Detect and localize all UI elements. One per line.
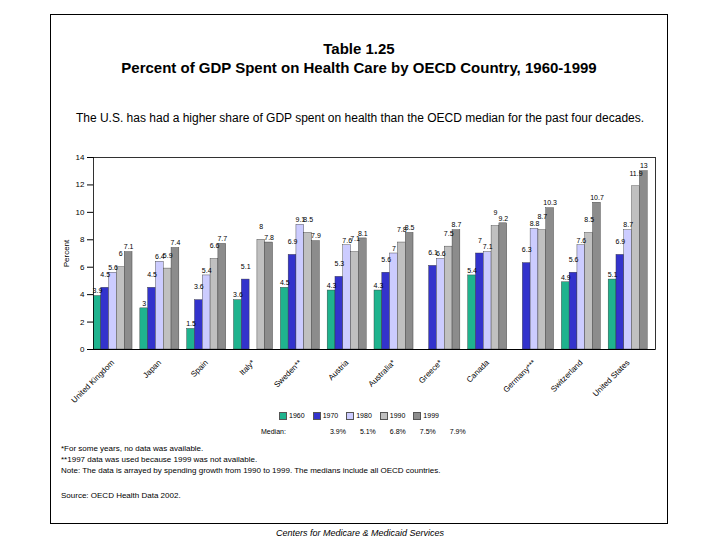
svg-text:6.9: 6.9 [288,238,298,245]
svg-text:5.9: 5.9 [163,252,173,259]
svg-text:9.2: 9.2 [498,215,508,222]
svg-text:8: 8 [259,223,263,230]
svg-text:3: 3 [142,300,146,307]
svg-text:9: 9 [494,209,498,216]
svg-text:8.5: 8.5 [404,224,415,232]
svg-text:7.5: 7.5 [444,230,454,237]
svg-text:Percent: Percent [62,239,71,267]
svg-text:7.6: 7.6 [342,236,352,244]
svg-text:0: 0 [80,345,85,354]
svg-text:8.5: 8.5 [584,216,594,223]
svg-text:6.6: 6.6 [210,242,220,249]
svg-text:7.8: 7.8 [264,234,274,241]
svg-text:2: 2 [80,318,85,327]
svg-text:Spain: Spain [189,358,210,379]
svg-text:7.7: 7.7 [217,235,227,242]
svg-text:5.4: 5.4 [202,267,212,274]
html-text:1980: 1980 [356,412,372,419]
svg-text:Greece*: Greece* [417,358,444,385]
svg-text:7.8: 7.8 [397,226,407,233]
svg-text:7.1: 7.1 [350,235,360,242]
svg-text:4.5: 4.5 [147,271,157,278]
svg-text:7.1: 7.1 [124,243,134,250]
svg-text:Switzerland: Switzerland [549,358,585,394]
svg-text:8.7: 8.7 [452,221,462,228]
svg-text:3.6: 3.6 [194,283,204,290]
html-text:Source: OECD Health Data 2002.: Source: OECD Health Data 2002. [61,491,181,500]
svg-text:8.8: 8.8 [530,220,540,227]
html-text:The U.S. has had a higher shar: The U.S. has had a higher share of GDP s… [75,111,645,125]
svg-text:10.3: 10.3 [543,199,557,206]
svg-text:7: 7 [392,245,396,252]
svg-text:5.6: 5.6 [108,264,118,271]
svg-text:5.1: 5.1 [241,263,251,270]
html-text:3.9%: 3.9% [329,428,346,435]
svg-text:7.1: 7.1 [483,243,493,250]
html-text:1960: 1960 [289,412,305,419]
svg-text:United Kingdom: United Kingdom [70,358,117,405]
svg-text:3.6: 3.6 [233,291,243,298]
svg-text:7: 7 [478,237,482,244]
svg-text:4.3: 4.3 [327,282,337,289]
html-text:1990: 1990 [389,412,406,419]
html-text:Note: The data is arrayed by s: Note: The data is arrayed by spending gr… [61,466,441,475]
svg-text:4: 4 [80,290,85,299]
svg-text:Canada: Canada [465,358,492,385]
html-text:Percent of GDP Spent on Health: Percent of GDP Spent on Health Care by O… [121,59,597,76]
svg-text:3.9: 3.9 [93,287,103,294]
svg-text:4.5: 4.5 [280,279,290,286]
svg-text:8.7: 8.7 [623,221,633,228]
svg-text:8.7: 8.7 [537,213,547,220]
svg-text:5.4: 5.4 [467,267,477,274]
html-text:5.1%: 5.1% [359,428,376,435]
html-text:1999: 1999 [423,412,439,419]
html-text:Table 1.25: Table 1.25 [323,40,395,57]
svg-text:7.9: 7.9 [311,232,321,239]
svg-text:United States: United States [591,358,631,398]
html-text:**1997 data was used because 1: **1997 data was used because 1999 was no… [61,455,258,464]
html-text:6.8%: 6.8% [389,428,406,435]
html-text:7.9%: 7.9% [449,428,466,435]
html-text:Centers for Medicare & Medicai: Centers for Medicare & Medicaid Services [276,528,444,538]
svg-text:6.1: 6.1 [428,249,438,256]
svg-text:8: 8 [80,235,85,244]
svg-text:8.5: 8.5 [303,216,313,223]
html-text:1970: 1970 [322,412,339,419]
svg-text:Austria: Austria [326,358,350,382]
svg-text:13: 13 [640,162,648,169]
svg-text:5.6: 5.6 [381,256,391,263]
svg-text:6.3: 6.3 [522,246,532,253]
svg-text:5.3: 5.3 [335,260,345,267]
svg-text:6: 6 [119,250,123,257]
svg-text:4.9: 4.9 [561,274,571,281]
svg-text:6: 6 [80,263,85,272]
svg-text:14: 14 [76,153,85,162]
svg-text:4.3: 4.3 [374,282,384,289]
svg-text:6.4: 6.4 [155,253,165,260]
html-text:Median:: Median: [261,428,286,435]
svg-text:4.5: 4.5 [100,271,110,278]
svg-text:11.9: 11.9 [629,170,642,177]
svg-text:12: 12 [76,180,85,189]
svg-text:8.1: 8.1 [357,229,368,237]
svg-text:1.5: 1.5 [186,320,196,327]
svg-text:9.1: 9.1 [295,215,306,223]
html-text:*For some years, no data was a: *For some years, no data was available. [61,444,204,453]
svg-text:Germany***: Germany*** [501,358,537,394]
svg-text:Sweden**: Sweden** [272,358,303,389]
svg-text:6.6: 6.6 [436,250,446,258]
svg-text:5.1: 5.1 [608,271,618,278]
svg-text:Australia*: Australia* [367,358,398,389]
svg-text:Italy*: Italy* [238,358,257,377]
svg-text:7.6: 7.6 [576,237,586,244]
svg-text:Japan: Japan [141,358,163,380]
svg-text:10: 10 [76,208,85,217]
svg-text:6.9: 6.9 [616,238,626,245]
html-text:7.5%: 7.5% [419,428,436,435]
svg-text:5.6: 5.6 [569,256,579,263]
svg-text:7.4: 7.4 [171,239,181,246]
svg-text:10.7: 10.7 [590,194,604,201]
